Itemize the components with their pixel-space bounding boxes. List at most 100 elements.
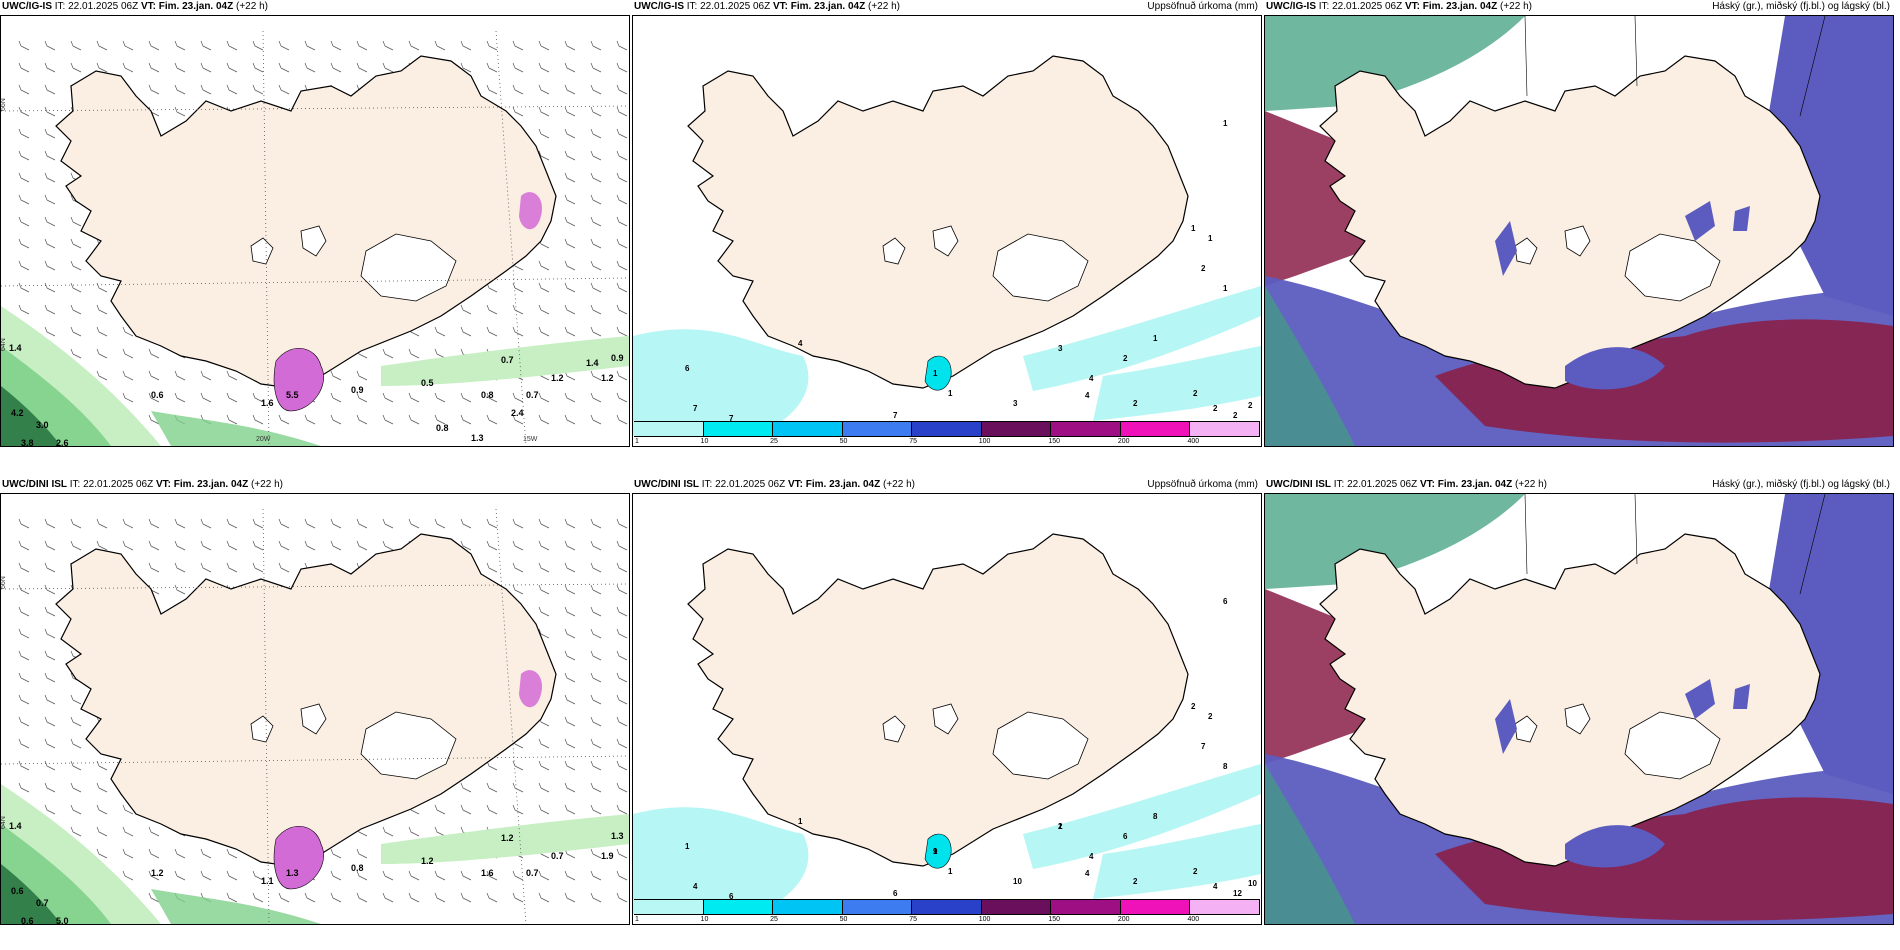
- grid-line: [1524, 494, 1826, 595]
- wind-barb: [512, 84, 524, 95]
- wind-barb: [590, 150, 602, 161]
- wind-barb: [44, 194, 56, 205]
- wind-barb: [226, 62, 238, 73]
- wind-barb: [590, 326, 602, 337]
- colorbar-swatch: [842, 899, 913, 915]
- wind-barb: [538, 518, 550, 529]
- value-label: 1.2: [421, 856, 434, 866]
- wind-barb: [200, 370, 212, 381]
- wind-barb: [512, 804, 524, 815]
- wind-barb: [486, 870, 498, 881]
- wind-barb: [330, 62, 342, 73]
- value-label: 3.8: [21, 438, 34, 446]
- wind-barb: [330, 370, 342, 381]
- value-label: 1.4: [9, 343, 22, 353]
- wind-barb: [590, 848, 602, 859]
- wind-barb: [590, 172, 602, 183]
- value-label: 1.2: [601, 373, 614, 383]
- colorbar-label: 50: [839, 916, 848, 923]
- wind-barb: [564, 562, 576, 573]
- value-label: 0.7: [501, 355, 514, 365]
- cloud-map: [1265, 494, 1893, 924]
- wind-barb: [18, 40, 30, 51]
- wind-barb: [486, 392, 498, 403]
- wind-barb: [70, 716, 82, 727]
- wind-barb: [512, 304, 524, 315]
- colorbar-swatch: [703, 899, 774, 915]
- wind-barb: [538, 84, 550, 95]
- wind-barb: [590, 518, 602, 529]
- precip-value: 10: [1248, 879, 1257, 888]
- wind-barb: [148, 892, 160, 903]
- colorbar-swatch: [1051, 899, 1121, 915]
- wind-barb: [382, 392, 394, 403]
- latitude-label: 66N: [1, 576, 7, 589]
- iceland-land: [687, 55, 1189, 389]
- wind-barb: [434, 414, 446, 425]
- longitude-line: [495, 508, 527, 924]
- wind-barb: [96, 518, 108, 529]
- wind-barb: [174, 392, 186, 403]
- wind-barb: [122, 826, 134, 837]
- wind-barb: [538, 804, 550, 815]
- wind-barb: [486, 84, 498, 95]
- precip-value: 4: [1089, 374, 1094, 383]
- latitude-line: [1, 583, 629, 590]
- wind-barb: [408, 40, 420, 51]
- wind-barb: [538, 128, 550, 139]
- wind-barb: [590, 584, 602, 595]
- precip-band-dark: [1, 864, 61, 924]
- glacier-hofsjokull: [300, 703, 327, 735]
- wind-barb: [304, 540, 316, 551]
- wind-barb: [304, 518, 316, 529]
- precip-band-light: [381, 336, 629, 386]
- wind-barb: [538, 326, 550, 337]
- colorbar-swatch: [981, 421, 1052, 437]
- colorbar-swatch: [634, 899, 704, 915]
- wind-barb: [590, 716, 602, 727]
- value-label: 1.2: [151, 868, 164, 878]
- colorbar-swatch: [912, 421, 982, 437]
- panel-title: UWC/DINI ISL IT: 22.01.2025 06Z VT: Fim.…: [634, 479, 915, 490]
- wind-barb: [486, 414, 498, 425]
- low-cloud: [1685, 201, 1715, 241]
- precip-value: 2: [1123, 354, 1128, 363]
- colorbar-label: 400: [1187, 916, 1200, 923]
- wind-barb: [148, 826, 160, 837]
- high-cloud: [1265, 16, 1525, 111]
- wind-barb: [70, 260, 82, 271]
- wind-barb: [96, 782, 108, 793]
- wind-barb: [70, 518, 82, 529]
- wind-barb: [226, 84, 238, 95]
- low-cloud: [1565, 825, 1665, 868]
- wind-barb: [44, 782, 56, 793]
- wind-barb: [564, 804, 576, 815]
- latitude-label: 66N: [1, 98, 7, 111]
- wind-barb: [616, 650, 628, 661]
- wind-barb: [564, 282, 576, 293]
- precip-value: 3: [1058, 344, 1063, 353]
- colorbar-swatch: [703, 421, 774, 437]
- wind-barb: [616, 606, 628, 617]
- wind-barb: [512, 540, 524, 551]
- wind-barb: [122, 370, 134, 381]
- wind-barb: [96, 760, 108, 771]
- precip-value: 1: [933, 369, 938, 378]
- wind-barb: [200, 562, 212, 573]
- value-label: 0.8: [436, 423, 449, 433]
- wind-barb: [122, 40, 134, 51]
- wind-barb: [486, 804, 498, 815]
- colorbar-label: 50: [839, 438, 848, 445]
- low-cloud: [1733, 684, 1750, 709]
- wind-barb: [616, 892, 628, 903]
- wind-barb: [148, 40, 160, 51]
- wind-barb: [590, 738, 602, 749]
- wind-barb: [460, 62, 472, 73]
- map-frame: [1264, 15, 1894, 447]
- precip-value: 1: [1223, 284, 1228, 293]
- wind-barb: [564, 84, 576, 95]
- panel-ig-cloud: UWC/IG-IS IT: 22.01.2025 06Z VT: Fim. 23…: [1264, 0, 1894, 447]
- wind-barb: [616, 848, 628, 859]
- wind-barb: [18, 540, 30, 551]
- wind-barb: [200, 84, 212, 95]
